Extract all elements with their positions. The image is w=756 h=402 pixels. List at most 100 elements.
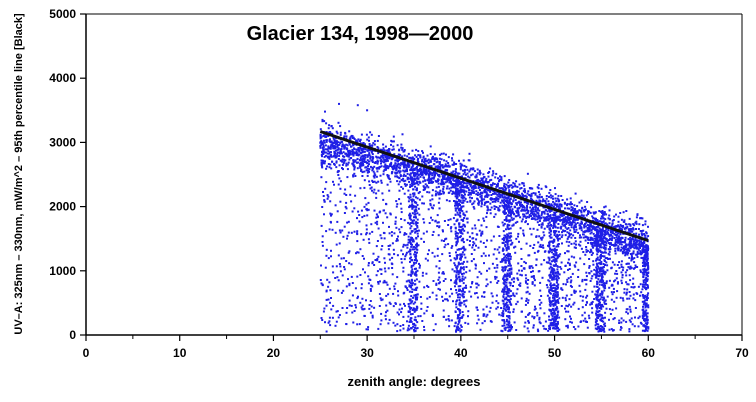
data-point	[545, 261, 548, 264]
data-point	[465, 165, 468, 168]
data-point	[633, 325, 636, 328]
data-point	[368, 168, 371, 171]
data-point	[333, 139, 336, 142]
data-point	[567, 236, 570, 239]
data-point	[435, 157, 438, 160]
data-point	[496, 281, 499, 284]
data-point	[562, 218, 565, 221]
data-point	[634, 241, 637, 244]
data-point	[514, 191, 517, 194]
data-point	[566, 237, 569, 240]
data-point	[334, 149, 337, 152]
data-point	[601, 213, 604, 216]
data-point	[533, 279, 536, 282]
data-point	[632, 282, 635, 285]
data-point	[368, 180, 371, 183]
data-point	[322, 146, 325, 149]
data-point	[380, 312, 383, 315]
data-point	[380, 268, 383, 271]
data-point	[611, 222, 614, 225]
data-point	[456, 328, 459, 331]
data-point	[513, 205, 516, 208]
data-point	[461, 267, 464, 270]
data-point	[569, 276, 572, 279]
data-point	[444, 163, 447, 166]
data-point	[416, 286, 419, 289]
data-point	[384, 270, 387, 273]
data-point	[458, 320, 461, 322]
data-point	[508, 325, 511, 328]
data-point	[430, 165, 433, 168]
data-point	[457, 296, 459, 299]
data-point	[452, 153, 455, 156]
data-point	[343, 266, 346, 268]
data-point	[523, 325, 526, 328]
data-point	[520, 258, 523, 260]
data-point	[566, 305, 569, 308]
data-point	[472, 167, 475, 170]
data-point	[329, 145, 332, 148]
data-point	[454, 187, 457, 190]
data-point	[498, 246, 501, 249]
data-point	[645, 276, 648, 279]
data-point	[540, 246, 543, 248]
data-point	[382, 154, 385, 157]
data-point	[628, 256, 631, 259]
data-point	[578, 236, 581, 239]
data-point	[589, 211, 592, 214]
data-point	[559, 219, 562, 222]
data-point	[400, 226, 403, 229]
data-point	[373, 165, 376, 168]
data-point	[549, 227, 552, 230]
data-point	[414, 231, 417, 234]
data-point	[330, 213, 333, 216]
data-point	[407, 235, 410, 238]
data-point	[426, 259, 429, 262]
data-point	[624, 271, 627, 274]
data-point	[374, 259, 377, 261]
data-point	[451, 157, 453, 160]
data-point	[325, 248, 328, 251]
data-point	[400, 146, 403, 149]
data-point	[462, 260, 465, 263]
data-point	[458, 299, 461, 302]
data-point	[458, 303, 461, 306]
data-point	[560, 236, 563, 239]
data-point	[428, 174, 431, 177]
data-point	[531, 266, 534, 269]
data-point	[542, 246, 545, 249]
data-point	[408, 197, 411, 200]
data-point	[620, 263, 623, 266]
data-point	[465, 305, 467, 308]
data-point	[605, 281, 608, 284]
data-point	[330, 143, 333, 146]
data-point	[605, 302, 608, 305]
data-point	[529, 244, 532, 247]
data-point	[534, 218, 537, 221]
data-point	[425, 173, 428, 176]
data-point	[392, 321, 395, 324]
data-point	[403, 166, 405, 169]
data-point	[338, 143, 341, 146]
data-point	[405, 233, 408, 236]
data-point	[502, 314, 505, 317]
data-point	[346, 237, 348, 240]
data-point	[456, 317, 459, 320]
data-point	[630, 240, 633, 243]
data-point	[390, 163, 393, 165]
data-point	[463, 199, 466, 202]
data-point	[370, 159, 373, 162]
data-point	[574, 265, 577, 268]
data-point	[397, 294, 400, 297]
data-point	[482, 291, 485, 294]
data-point	[481, 199, 484, 202]
data-point	[396, 276, 399, 279]
data-point	[485, 315, 488, 318]
data-point	[456, 191, 459, 194]
data-point	[324, 266, 327, 269]
data-point	[636, 253, 639, 256]
data-point	[582, 230, 585, 233]
data-point	[341, 163, 344, 166]
data-point	[585, 301, 588, 304]
data-point	[584, 253, 587, 256]
